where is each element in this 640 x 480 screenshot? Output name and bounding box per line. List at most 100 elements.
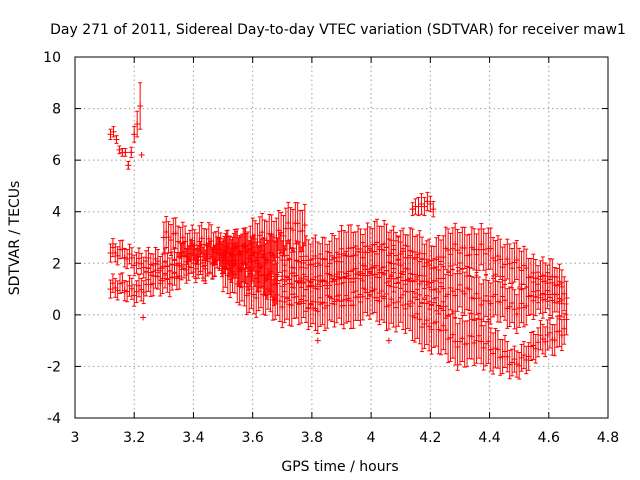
data-point xyxy=(145,246,152,270)
data-point xyxy=(421,253,428,299)
data-point xyxy=(499,275,506,318)
data-point xyxy=(262,274,269,316)
data-point xyxy=(257,267,264,309)
data-point xyxy=(215,226,222,261)
data-point xyxy=(300,259,307,305)
plot-border xyxy=(74,56,609,419)
data-point xyxy=(133,252,140,274)
data-point xyxy=(509,348,516,377)
data-point xyxy=(395,235,402,283)
data-point xyxy=(483,232,490,276)
data-point xyxy=(307,259,314,305)
data-point xyxy=(411,292,418,343)
data-point xyxy=(157,270,164,297)
data-point xyxy=(295,261,302,305)
data-point xyxy=(409,206,416,213)
data-point xyxy=(371,250,378,299)
data-point xyxy=(558,319,565,352)
data-point xyxy=(397,241,404,289)
data-point xyxy=(490,332,497,375)
data-point xyxy=(506,349,513,380)
data-point xyxy=(248,237,255,275)
x-tick-label: 3 xyxy=(71,430,80,446)
y-tick-label: -4 xyxy=(47,411,61,427)
data-point xyxy=(138,151,145,158)
data-point xyxy=(554,276,561,313)
data-point xyxy=(416,261,423,307)
data-point xyxy=(454,266,461,312)
data-point xyxy=(392,240,399,288)
axis-ticks: 3 3.2 3.4 3.6 3.8 4 4.2 4.4 4.6 4.8 -4 -2 0 2 4 6 8 10 xyxy=(43,50,619,446)
data-point xyxy=(112,243,119,263)
data-point xyxy=(107,128,114,141)
data-point xyxy=(554,315,561,348)
data-point xyxy=(243,232,250,270)
data-point xyxy=(314,337,321,344)
data-point xyxy=(464,320,471,368)
data-point xyxy=(272,278,279,320)
data-point xyxy=(312,265,319,311)
data-point xyxy=(110,126,117,138)
data-point xyxy=(317,253,324,299)
data-point xyxy=(414,254,421,301)
data-point xyxy=(513,240,520,280)
data-point xyxy=(506,286,513,327)
x-tick-label: 3.4 xyxy=(182,430,204,446)
data-point xyxy=(116,145,123,155)
data-point xyxy=(544,319,551,351)
x-tick-label: 4 xyxy=(367,430,376,446)
data-point xyxy=(125,160,132,170)
y-tick-label: 4 xyxy=(52,205,61,221)
data-point xyxy=(202,253,209,284)
data-point xyxy=(504,238,511,280)
data-point xyxy=(501,334,508,369)
y-tick-label: 0 xyxy=(52,308,61,324)
data-point xyxy=(428,260,435,305)
x-tick-label: 3.8 xyxy=(301,430,323,446)
plot-frame xyxy=(74,56,609,419)
y-tick-label: 2 xyxy=(52,256,61,272)
data-point xyxy=(113,135,120,144)
y-tick-label: -2 xyxy=(47,359,61,375)
data-point xyxy=(145,267,152,292)
x-tick-label: 3.6 xyxy=(242,430,264,446)
data-point xyxy=(321,258,328,304)
data-point xyxy=(134,110,141,138)
x-tick-label: 4.8 xyxy=(597,430,619,446)
data-point xyxy=(424,191,431,211)
data-point xyxy=(480,279,487,323)
data-point xyxy=(430,200,437,218)
data-point xyxy=(165,221,172,254)
data-point xyxy=(516,288,523,328)
data-point xyxy=(419,258,426,304)
data-point xyxy=(418,193,425,215)
y-tick-label: 6 xyxy=(52,153,61,169)
data-point xyxy=(563,280,570,316)
data-point xyxy=(494,235,501,277)
data-point xyxy=(426,264,433,310)
data-point xyxy=(539,281,546,319)
data-point xyxy=(191,229,198,262)
y-tick-label: 10 xyxy=(43,50,61,66)
data-point xyxy=(440,266,447,311)
x-tick-label: 4.2 xyxy=(419,430,441,446)
data-point xyxy=(452,317,459,366)
data-point xyxy=(314,257,321,303)
data-point xyxy=(329,259,336,305)
data-point xyxy=(473,272,480,316)
data-point xyxy=(464,265,471,311)
data-point xyxy=(324,250,331,296)
data-point xyxy=(350,247,357,293)
data-point xyxy=(516,247,523,288)
data-point xyxy=(501,279,508,321)
y-tick-label: 8 xyxy=(52,102,61,118)
data-point xyxy=(546,279,553,316)
data-point xyxy=(535,271,542,310)
data-point xyxy=(459,268,466,314)
data-point xyxy=(355,251,362,298)
x-tick-label: 4.6 xyxy=(538,430,560,446)
data-point xyxy=(461,226,468,270)
data-point xyxy=(532,277,539,317)
data-point xyxy=(347,255,354,302)
